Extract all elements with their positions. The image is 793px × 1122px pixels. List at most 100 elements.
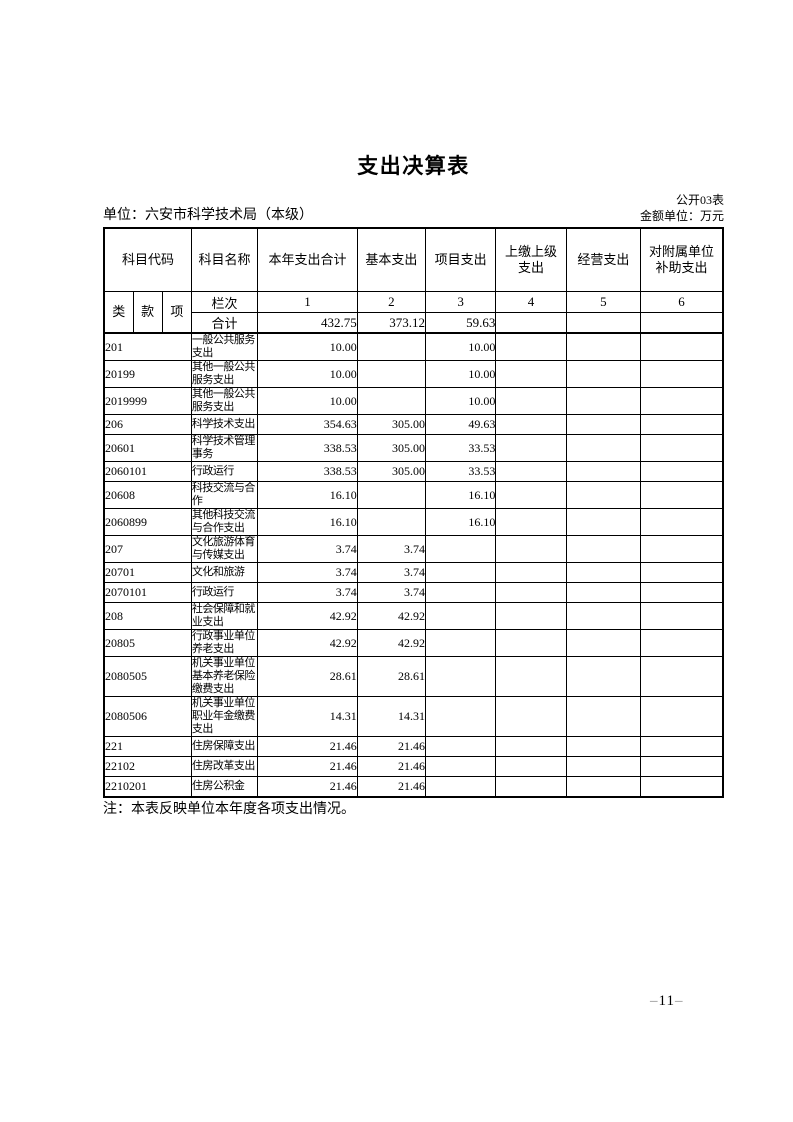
value-cell [495,602,567,630]
table-row: 2080505 机关事业单位基本养老保险缴费支出 28.61 28.61 [103,656,724,697]
value-cell: 42.92 [257,629,358,657]
subject-name: 社会保障和就业支出 [190,602,259,630]
value-cell [640,535,724,563]
value-cell: 42.92 [257,602,358,630]
value-cell [640,776,724,798]
meta-row: 单位：六安市科学技术局（本级） 金额单位：万元 [103,208,724,224]
value-cell: 338.53 [257,434,358,462]
value-cell: 3.74 [356,562,427,583]
header-subject-name: 科目名称 [190,227,259,292]
table-row: 20608 科技交流与合作 16.10 16.10 [103,481,724,509]
value-cell [356,387,427,415]
value-cell [565,414,642,435]
value-cell [424,656,497,697]
value-cell [565,434,642,462]
table-body: 201 一般公共服务支出 10.00 10.00 20199 其他一般公共服务支出 10.0… [103,332,724,798]
value-cell [565,656,642,697]
subject-name: 住房保障支出 [190,736,259,757]
value-cell [424,582,497,603]
value-cell: 21.46 [257,776,358,798]
value-cell: 3.74 [257,562,358,583]
value-cell: 338.53 [257,461,358,482]
header-value-col-4: 上缴上级 支出 [495,227,567,292]
table-row: 20199 其他一般公共服务支出 10.00 10.00 [103,360,724,388]
value-cell [640,414,724,435]
value-cell: 354.63 [257,414,358,435]
subject-name: 科技交流与合作 [190,481,259,509]
value-cell [356,481,427,509]
header-subject-code: 科目代码 [103,227,192,292]
table-note: 注：本表反映单位本年度各项支出情况。 [103,802,355,817]
value-cell: 21.46 [257,736,358,757]
table-row: 2080506 机关事业单位职业年金缴费支出 14.31 14.31 [103,696,724,737]
value-cell: 42.92 [356,602,427,630]
value-cell: 10.00 [424,332,497,361]
value-cell [640,508,724,536]
value-cell [495,776,567,798]
total-value-5 [565,312,642,334]
subject-name: 一般公共服务支出 [190,332,259,361]
table-row: 208 社会保障和就业支出 42.92 42.92 [103,602,724,630]
value-cell: 16.10 [424,481,497,509]
subject-name: 住房公积金 [190,776,259,798]
header-value-col-5: 经营支出 [565,227,642,292]
subject-name: 其他一般公共服务支出 [190,387,259,415]
value-cell [495,360,567,388]
value-cell: 42.92 [356,629,427,657]
value-cell [565,481,642,509]
value-cell [356,360,427,388]
subject-code: 208 [103,602,192,630]
table-row: 22102 住房改革支出 21.46 21.46 [103,756,724,777]
subject-code: 2210201 [103,776,192,798]
table-row: 201 一般公共服务支出 10.00 10.00 [103,332,724,361]
value-cell: 33.53 [424,461,497,482]
value-cell [565,629,642,657]
subject-code: 2070101 [103,582,192,603]
header-code-sub-2: 款 [132,291,163,334]
subject-code: 206 [103,414,192,435]
subject-name: 机关事业单位基本养老保险缴费支出 [190,656,259,697]
subject-code: 2019999 [103,387,192,415]
value-cell: 21.46 [356,756,427,777]
page-number-dash: – [674,993,684,1009]
subject-name: 文化和旅游 [190,562,259,583]
subject-name: 行政运行 [190,461,259,482]
table-row: 20701 文化和旅游 3.74 3.74 [103,562,724,583]
value-cell: 305.00 [356,461,427,482]
value-cell [640,629,724,657]
rank-value-4: 4 [495,291,567,313]
table-row: 2070101 行政运行 3.74 3.74 [103,582,724,603]
subject-name: 科学技术支出 [190,414,259,435]
value-cell [565,562,642,583]
subject-code: 2080506 [103,696,192,737]
value-cell [424,736,497,757]
value-cell [640,696,724,737]
value-cell: 3.74 [257,535,358,563]
value-cell: 28.61 [356,656,427,697]
subject-name: 机关事业单位职业年金缴费支出 [190,696,259,737]
value-cell [565,776,642,798]
subject-code: 201 [103,332,192,361]
value-cell [495,535,567,563]
subject-code: 20199 [103,360,192,388]
value-cell: 3.74 [257,582,358,603]
value-cell: 16.10 [424,508,497,536]
value-cell [495,629,567,657]
value-cell [565,508,642,536]
value-cell [356,508,427,536]
subject-name: 其他一般公共服务支出 [190,360,259,388]
value-cell [424,756,497,777]
table-row: 207 文化旅游体育与传媒支出 3.74 3.74 [103,535,724,563]
value-cell [640,602,724,630]
value-cell: 10.00 [424,360,497,388]
total-value-1: 432.75 [257,312,358,334]
value-cell [565,756,642,777]
value-cell: 10.00 [257,360,358,388]
value-cell [565,535,642,563]
value-cell [640,387,724,415]
value-cell [495,387,567,415]
table-row: 221 住房保障支出 21.46 21.46 [103,736,724,757]
value-cell [495,696,567,737]
total-value-3: 59.63 [424,312,497,334]
value-cell [424,776,497,798]
